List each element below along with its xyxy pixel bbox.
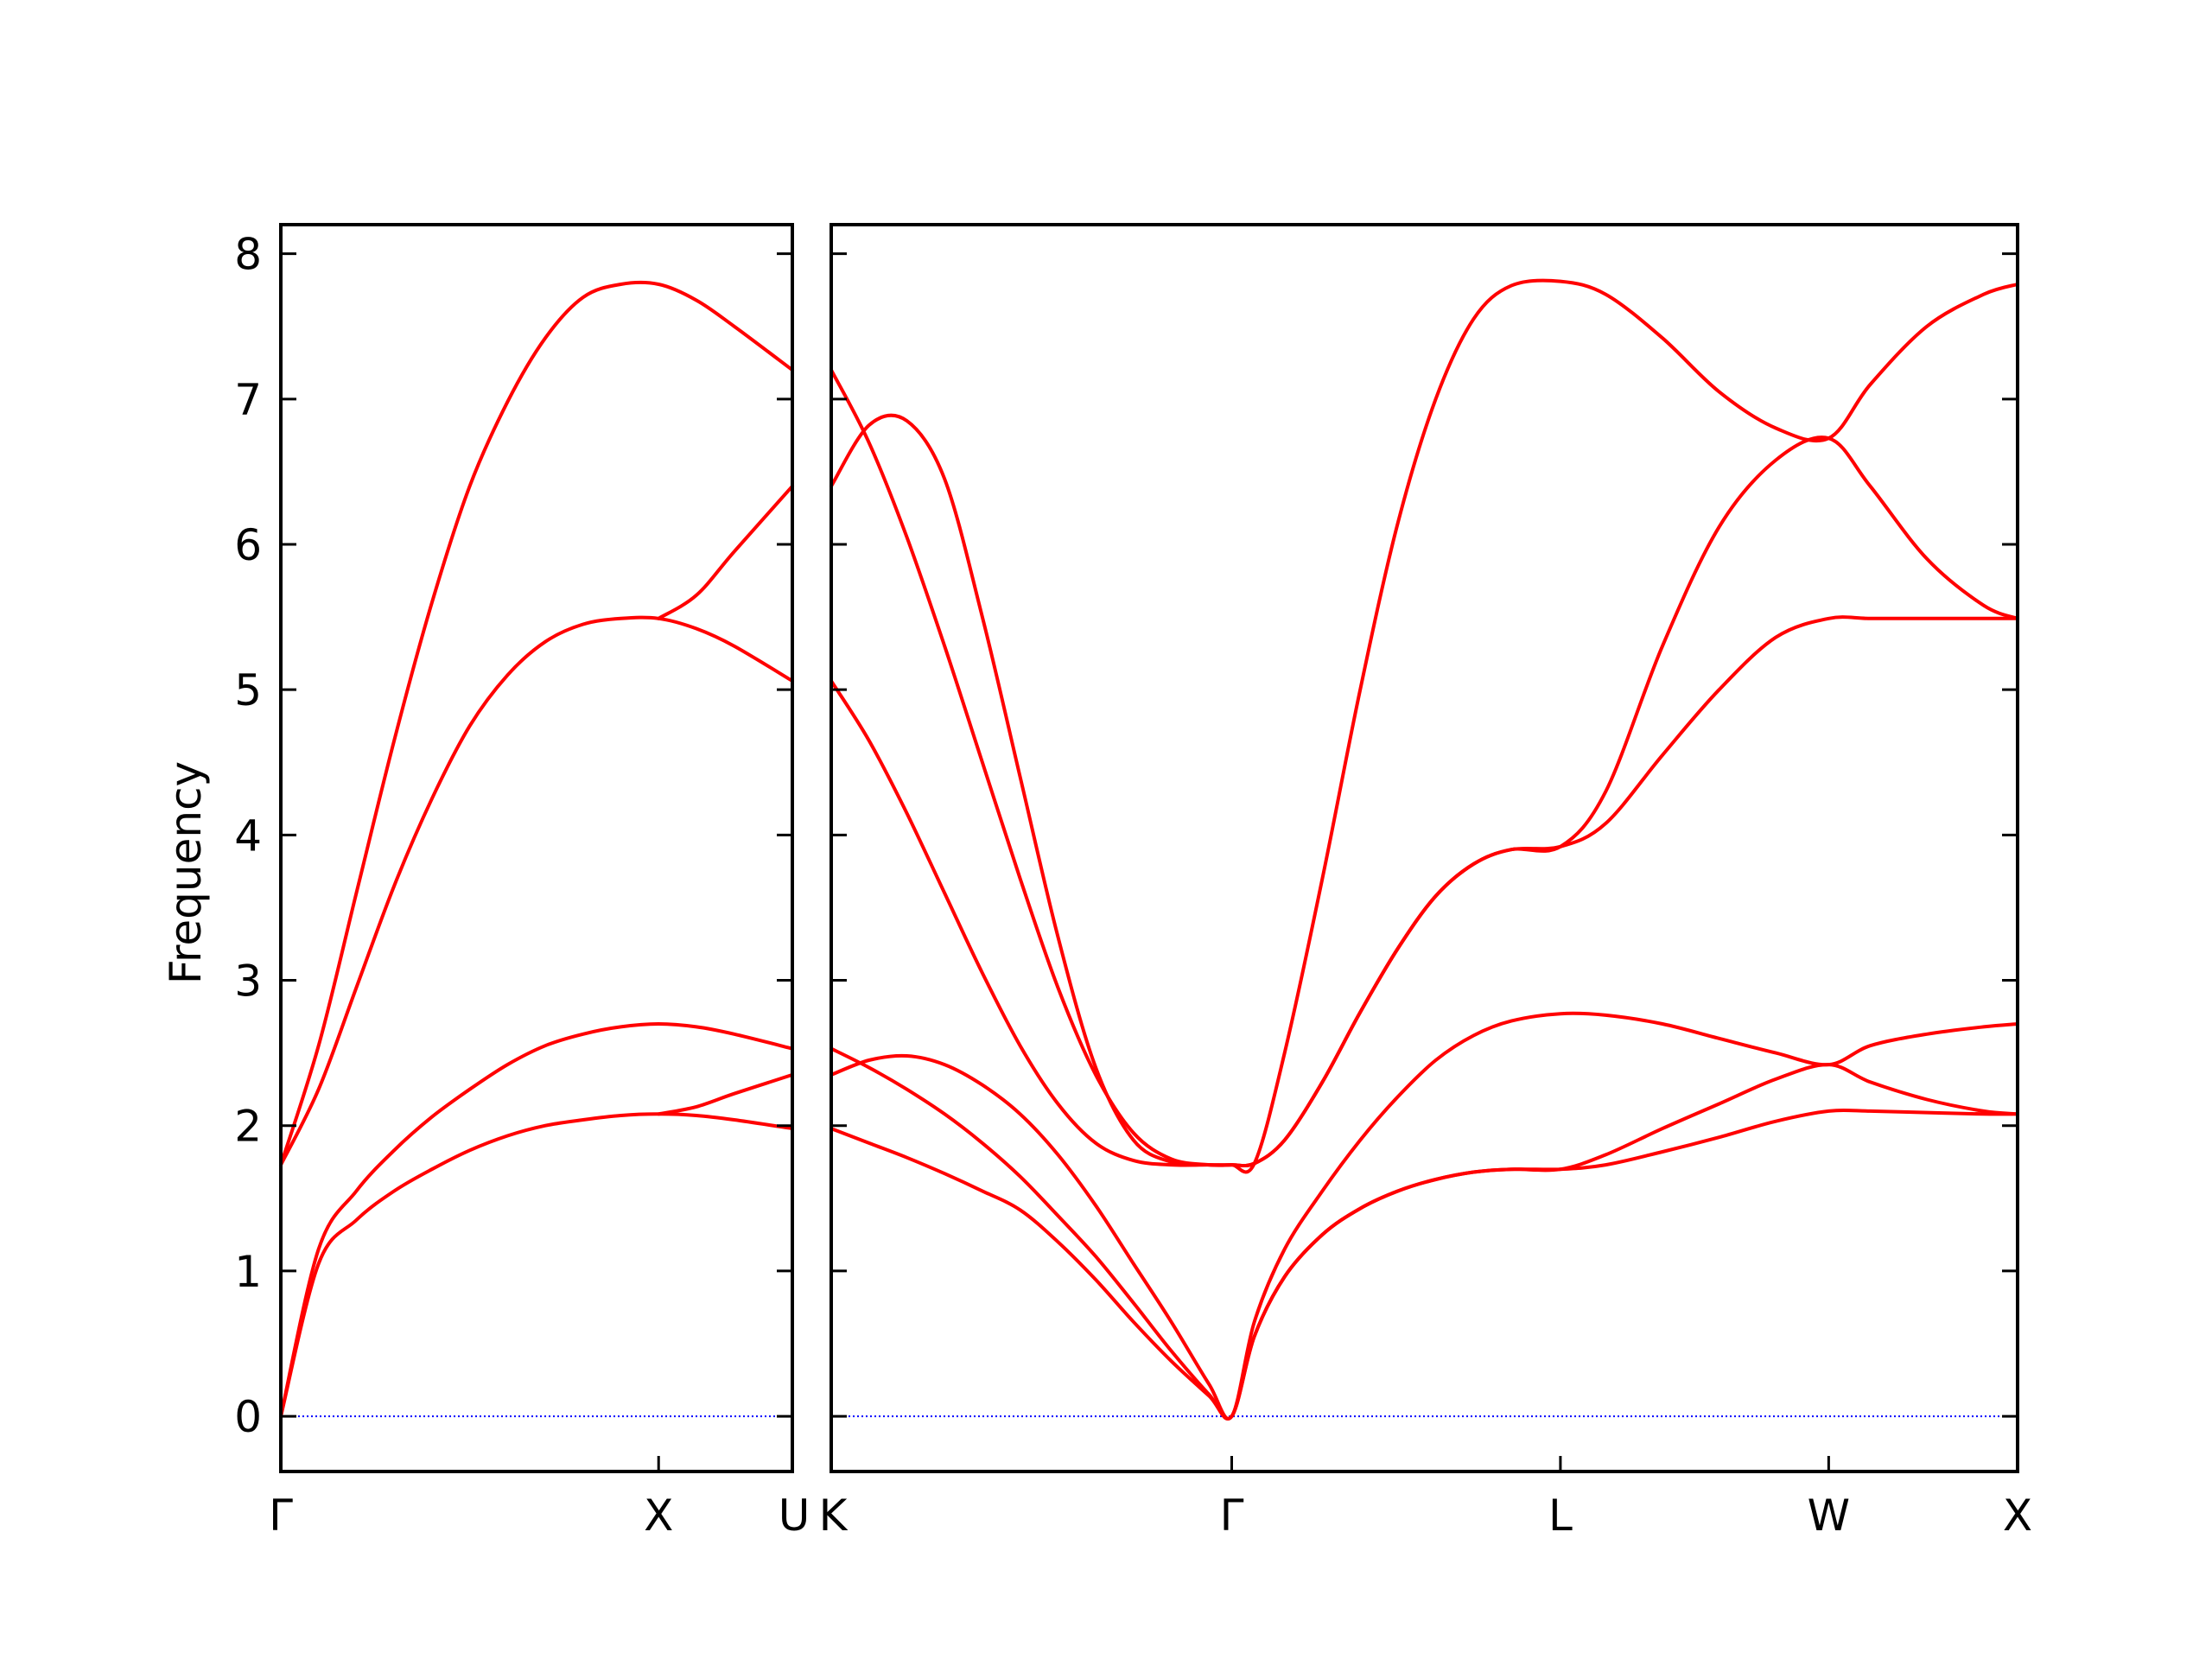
- band-line-6: [657, 484, 794, 620]
- y-tick-label: 2: [234, 1102, 262, 1152]
- y-axis-label: Frequency: [161, 761, 211, 984]
- y-tick-label: 8: [234, 230, 262, 280]
- y-tick-label: 1: [234, 1247, 262, 1297]
- band-line-3: [830, 1046, 2019, 1421]
- band-line-2: [830, 1011, 2019, 1421]
- band-line-4: [279, 280, 794, 1167]
- x-tick-label: L: [1548, 1491, 1573, 1541]
- y-tick-label: 7: [234, 375, 262, 425]
- panel-frame: [830, 223, 2019, 1473]
- y-tick-label: 3: [234, 957, 262, 1007]
- band-line-2: [279, 1022, 794, 1419]
- y-tick-label: 6: [234, 520, 262, 570]
- band-line-5: [657, 1072, 794, 1116]
- x-tick-label: Γ: [269, 1491, 293, 1541]
- band-line-6: [830, 278, 2019, 1174]
- x-tick-label: Γ: [1220, 1491, 1244, 1541]
- plot-panels: 0 1 2 3 4 5 6 7 8 Γ X U K Γ L W X: [234, 223, 2032, 1541]
- x-tick-label: X: [644, 1491, 673, 1541]
- y-tick-label: 4: [234, 810, 262, 861]
- band-line-3: [279, 615, 794, 1167]
- x-tick-label: W: [1808, 1491, 1850, 1541]
- x-tick-label: X: [2003, 1491, 2032, 1541]
- panel-1: 0 1 2 3 4 5 6 7 8 Γ X U: [234, 223, 810, 1541]
- band-line-1: [279, 1112, 794, 1419]
- y-tick-label: 0: [234, 1392, 262, 1442]
- x-tick-label: K: [819, 1491, 849, 1541]
- panel-frame: [279, 223, 794, 1473]
- band-line-5: [830, 413, 2019, 1168]
- y-tick-label: 5: [234, 665, 262, 715]
- x-tick-label: U: [779, 1491, 810, 1541]
